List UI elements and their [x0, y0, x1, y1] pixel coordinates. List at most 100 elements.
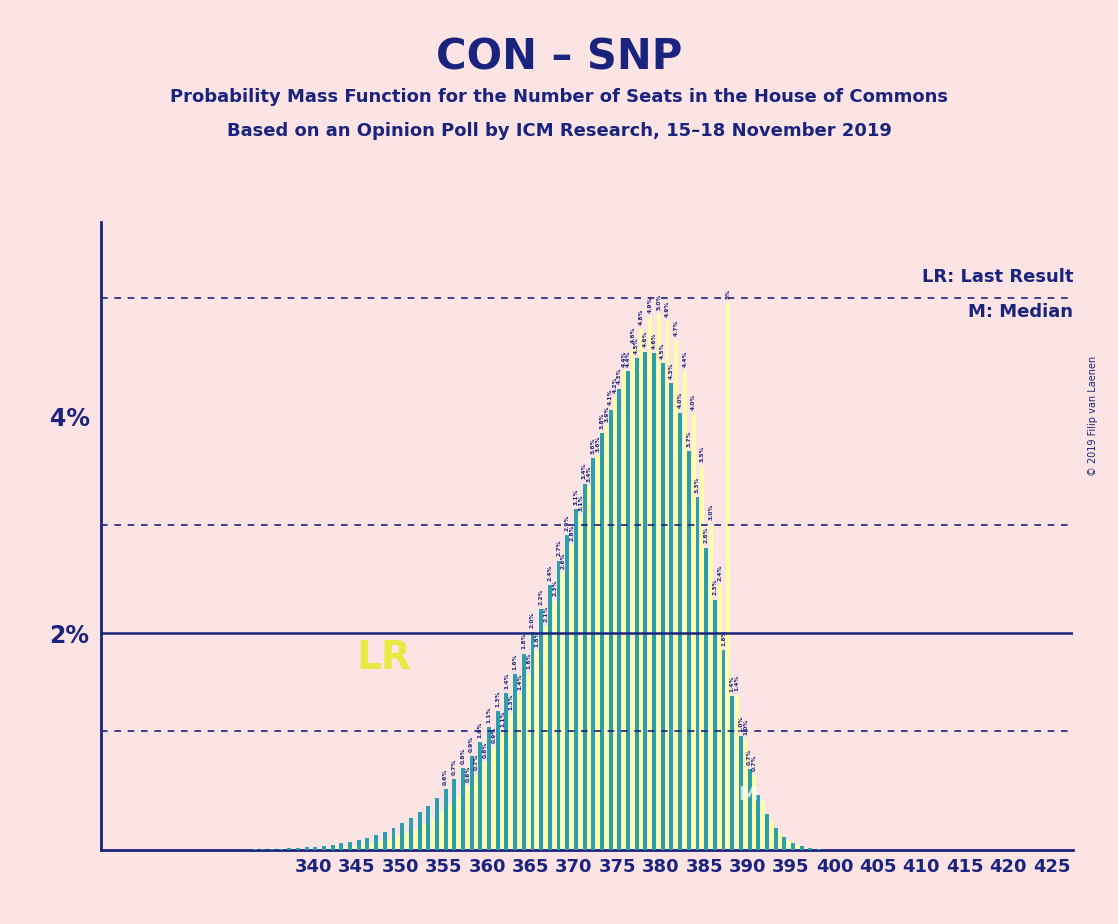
Text: 1.0%: 1.0%: [738, 716, 743, 732]
Bar: [727, 303, 730, 850]
Bar: [700, 467, 704, 850]
Bar: [643, 352, 647, 850]
Bar: [817, 849, 821, 850]
Bar: [479, 742, 482, 850]
Bar: [470, 756, 474, 850]
Bar: [361, 845, 366, 850]
Bar: [679, 412, 682, 850]
Bar: [799, 846, 804, 850]
Text: 1.4%: 1.4%: [504, 673, 509, 688]
Bar: [322, 845, 326, 850]
Text: 3.9%: 3.9%: [604, 406, 609, 422]
Text: Based on an Opinion Poll by ICM Research, 15–18 November 2019: Based on an Opinion Poll by ICM Research…: [227, 122, 891, 140]
Text: 4.0%: 4.0%: [691, 394, 697, 410]
Text: 3.1%: 3.1%: [574, 489, 578, 505]
Bar: [531, 632, 534, 850]
Text: 2.8%: 2.8%: [703, 527, 709, 543]
Text: CON – SNP: CON – SNP: [436, 37, 682, 79]
Text: 4.0%: 4.0%: [678, 392, 683, 408]
Text: 2.7%: 2.7%: [556, 540, 561, 556]
Bar: [635, 359, 638, 850]
Text: 4.3%: 4.3%: [617, 368, 622, 384]
Text: 4.4%: 4.4%: [622, 350, 626, 367]
Text: 4.4%: 4.4%: [625, 350, 631, 367]
Text: 3.7%: 3.7%: [686, 431, 691, 447]
Text: 3.6%: 3.6%: [596, 435, 600, 452]
Bar: [396, 836, 400, 850]
Bar: [340, 844, 343, 850]
Bar: [808, 848, 813, 850]
Bar: [683, 371, 686, 850]
Bar: [548, 585, 552, 850]
Text: 1.4%: 1.4%: [730, 675, 735, 692]
Text: 5%: 5%: [726, 288, 731, 298]
Bar: [561, 574, 566, 850]
Bar: [518, 695, 522, 850]
Bar: [335, 847, 340, 850]
Bar: [743, 739, 748, 850]
Text: 0.9%: 0.9%: [470, 736, 474, 751]
Bar: [752, 775, 756, 850]
Text: 2.1%: 2.1%: [543, 605, 549, 622]
Text: 1.0%: 1.0%: [743, 719, 748, 736]
Bar: [796, 845, 799, 850]
Text: 3.5%: 3.5%: [700, 445, 704, 462]
Bar: [718, 585, 721, 850]
Text: 3.4%: 3.4%: [582, 463, 587, 480]
Bar: [501, 732, 504, 850]
Bar: [761, 801, 765, 850]
Bar: [513, 674, 517, 850]
Bar: [792, 843, 795, 850]
Bar: [774, 828, 778, 850]
Bar: [423, 824, 426, 850]
Text: 0.7%: 0.7%: [452, 759, 457, 775]
Bar: [765, 814, 769, 850]
Bar: [813, 849, 817, 850]
Bar: [587, 486, 591, 850]
Text: 3.4%: 3.4%: [587, 465, 591, 481]
Bar: [444, 789, 447, 850]
Bar: [536, 650, 539, 850]
Bar: [787, 841, 792, 850]
Bar: [756, 796, 760, 850]
Text: 4.6%: 4.6%: [631, 327, 635, 344]
Text: 2.3%: 2.3%: [712, 578, 718, 595]
Bar: [692, 414, 695, 850]
Bar: [674, 340, 679, 850]
Text: 5.0%: 5.0%: [656, 293, 662, 310]
Bar: [492, 748, 495, 850]
Bar: [783, 837, 786, 850]
Text: 2.8%: 2.8%: [569, 524, 575, 541]
Text: 2.2%: 2.2%: [539, 589, 543, 605]
Bar: [735, 695, 739, 850]
Bar: [305, 847, 309, 850]
Text: 1.4%: 1.4%: [518, 674, 522, 690]
Bar: [301, 849, 305, 850]
Text: M: M: [738, 785, 757, 805]
Bar: [344, 846, 348, 850]
Text: 1.3%: 1.3%: [509, 693, 513, 710]
Bar: [648, 317, 652, 850]
Text: 4.5%: 4.5%: [661, 342, 665, 359]
Bar: [591, 458, 595, 850]
Bar: [748, 770, 751, 850]
Bar: [665, 321, 670, 850]
Text: 4.5%: 4.5%: [634, 337, 639, 354]
Text: 0.7%: 0.7%: [474, 754, 479, 771]
Bar: [382, 832, 387, 850]
Text: 1.8%: 1.8%: [534, 630, 540, 647]
Bar: [574, 509, 578, 850]
Bar: [605, 426, 608, 850]
Text: © 2019 Filip van Laenen: © 2019 Filip van Laenen: [1089, 356, 1098, 476]
Bar: [657, 314, 661, 850]
Text: 4.6%: 4.6%: [643, 331, 647, 347]
Bar: [319, 848, 322, 850]
Bar: [453, 779, 456, 850]
Bar: [435, 798, 439, 850]
Bar: [695, 497, 700, 850]
Bar: [805, 847, 808, 850]
Bar: [579, 516, 582, 850]
Bar: [357, 840, 361, 850]
Text: 0.6%: 0.6%: [465, 765, 471, 782]
Bar: [370, 843, 375, 850]
